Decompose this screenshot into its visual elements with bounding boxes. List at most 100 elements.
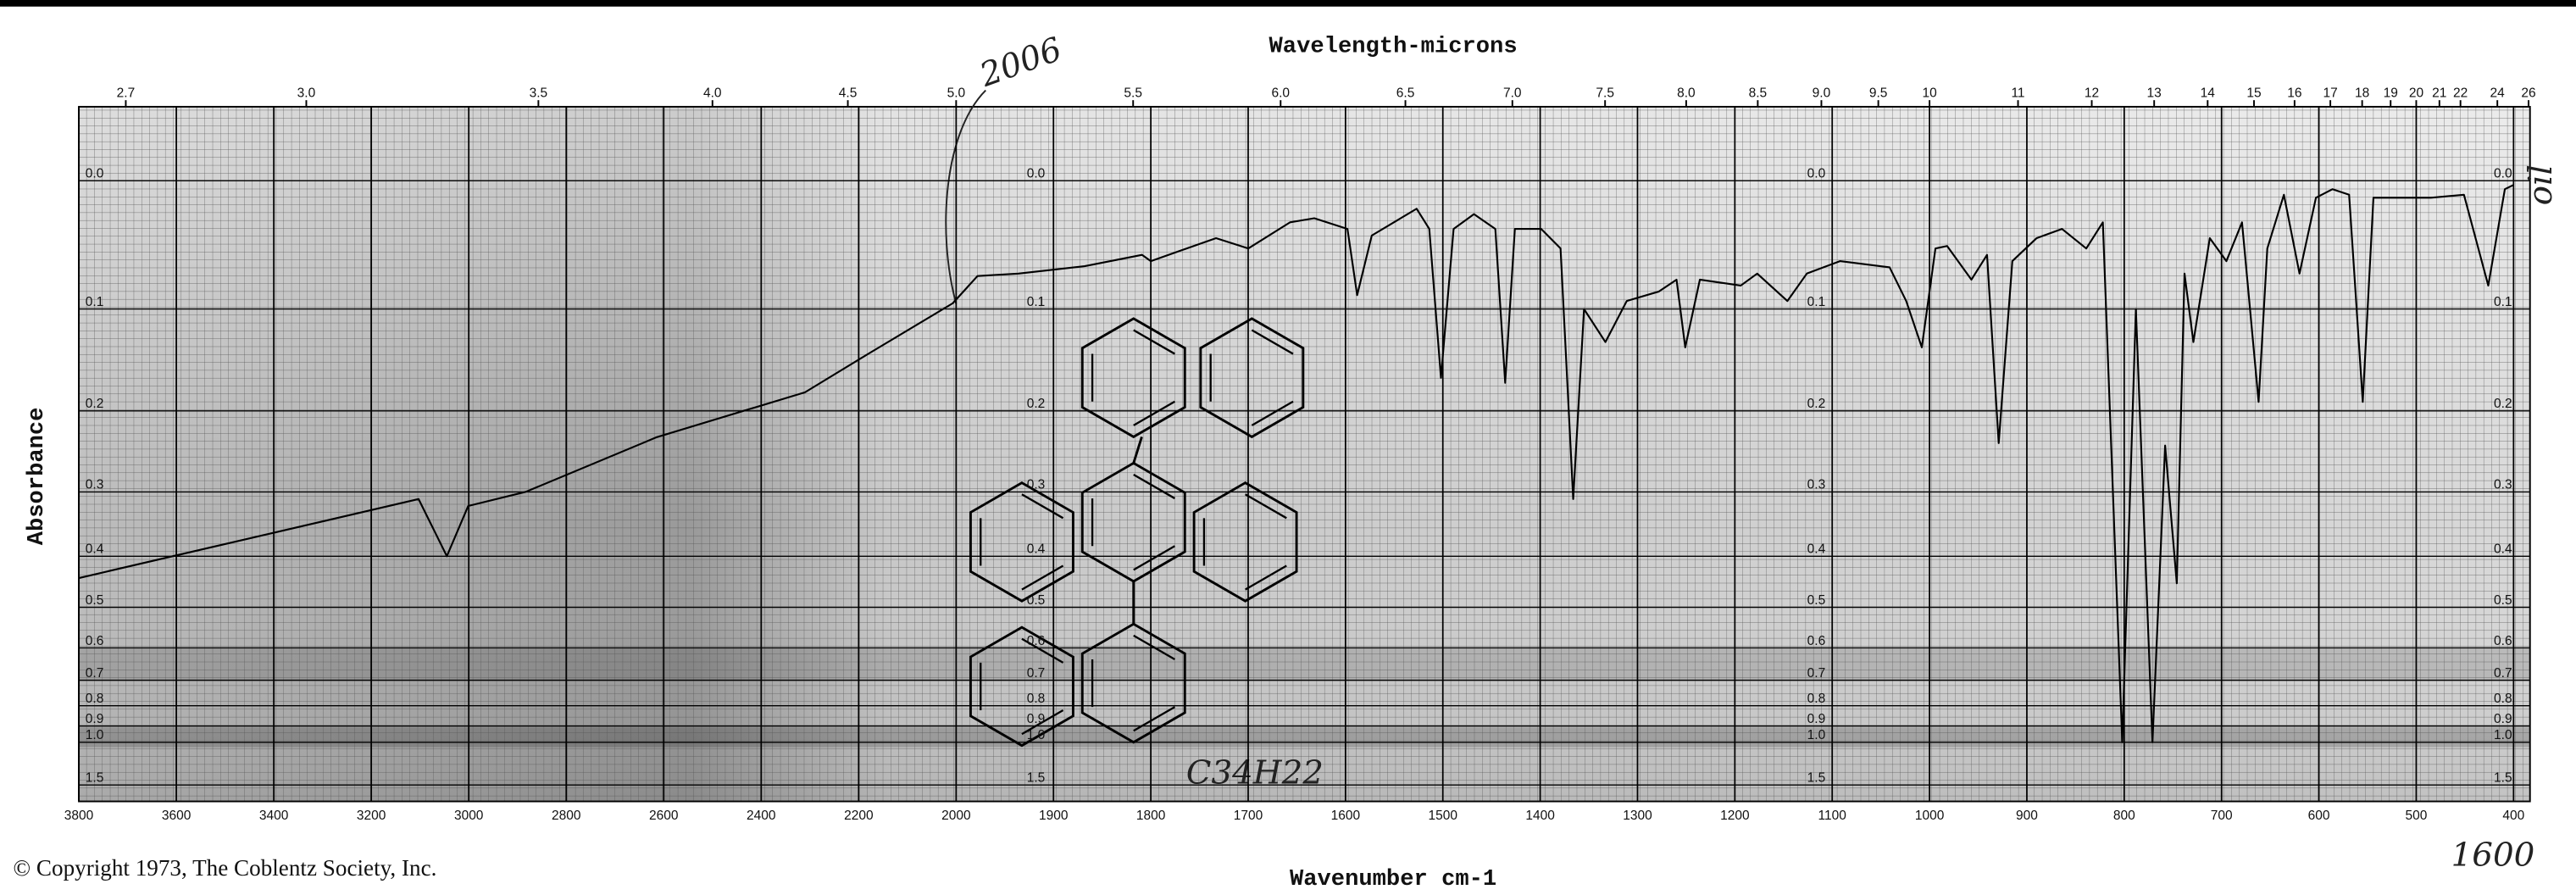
x2-tick-label: 5.0 [947, 86, 966, 101]
y-tick-label: 1.5 [1807, 770, 1826, 785]
x-tick-label: 900 [2016, 809, 2038, 823]
ring [969, 481, 1074, 603]
x2-tick-label: 4.0 [703, 86, 722, 101]
handwritten-note: 1600 [2451, 836, 2535, 874]
ring-bond [980, 493, 1064, 591]
x2-tick-label: 7.5 [1596, 86, 1614, 101]
y-tick-label: 0.3 [1807, 478, 1826, 492]
x-tick-label: 3800 [64, 809, 94, 823]
y-tick-label: 0.6 [1027, 634, 1046, 648]
x-tick-label: 2400 [747, 809, 776, 823]
x-tick-label: 1400 [1525, 809, 1555, 823]
x-tick-label: 2800 [552, 809, 581, 823]
handwritten-stroke [945, 89, 986, 304]
y-tick-label: 0.1 [1027, 295, 1046, 309]
y-tick-label: 1.0 [86, 728, 104, 742]
x-tick-label: 500 [2406, 809, 2428, 823]
x-tick-label: 1100 [1818, 809, 1847, 823]
x-tick-label: 2000 [941, 809, 971, 823]
x-tick-label: 1200 [1720, 809, 1750, 823]
ring [1199, 317, 1305, 439]
x-tick-label: 1900 [1039, 809, 1069, 823]
x2-tick-label: 6.0 [1271, 86, 1290, 101]
x-tick-label: 2200 [844, 809, 874, 823]
x2-tick-label: 2.7 [117, 86, 136, 101]
x-tick-label: 700 [2211, 809, 2233, 823]
x-tick-label: 1500 [1428, 809, 1457, 823]
x2-tick-label: 11 [2011, 86, 2024, 101]
x-tick-label: 1000 [1915, 809, 1945, 823]
y-tick-label: 1.5 [1027, 770, 1046, 785]
x-tick-label: 1300 [1623, 809, 1652, 823]
y-tick-label: 0.1 [2494, 295, 2512, 309]
y-tick-label: 0.0 [86, 166, 104, 181]
x2-tick-label: 14 [2201, 86, 2216, 101]
x2-tick-label: 13 [2147, 86, 2162, 101]
y-tick-label: 0.9 [2494, 712, 2512, 726]
y-tick-label: 0.8 [86, 692, 104, 706]
y-tick-label: 0.4 [86, 542, 104, 557]
y-tick-label: 0.8 [1807, 692, 1826, 706]
x2-tick-label: 24 [2490, 86, 2506, 101]
y-tick-label: 0.9 [1027, 712, 1046, 726]
ring-bond [1209, 329, 1294, 426]
y-tick-label: 0.2 [2494, 397, 2512, 411]
x2-tick-label: 6.5 [1396, 86, 1415, 101]
x2-tick-label: 10 [1922, 86, 1937, 101]
y-tick-label: 0.4 [2494, 542, 2512, 557]
x-tick-label: 3200 [357, 809, 386, 823]
bond [1132, 436, 1143, 625]
molecule-drawing [969, 317, 1305, 748]
y-tick-label: 1.0 [1027, 728, 1046, 742]
x-tick-label: 1700 [1234, 809, 1263, 823]
x2-tick-label: 5.5 [1124, 86, 1142, 101]
paper-grid [79, 106, 2530, 802]
x2-tick-label: 7.0 [1503, 86, 1522, 101]
x2-tick-label: 15 [2246, 86, 2261, 101]
y-tick-label: 0.0 [1027, 166, 1046, 181]
x2-tick-label: 21 [2432, 86, 2446, 101]
y-tick-label: 0.7 [1807, 666, 1826, 681]
x2-tick-label: 17 [2323, 86, 2337, 101]
x-tick-label: 3000 [454, 809, 484, 823]
x-axis-title: Wavenumber cm-1 [1290, 866, 1496, 892]
y-tick-label: 0.8 [1027, 692, 1046, 706]
ring [1192, 481, 1298, 603]
y-tick-label: 0.3 [1027, 478, 1046, 492]
y-tick-label: 0.7 [1027, 666, 1046, 681]
ring-bond [1202, 493, 1287, 591]
x2-tick-label: 16 [2287, 86, 2301, 101]
y-tick-label: 0.6 [86, 634, 104, 648]
x2-tick-label: 4.5 [839, 86, 858, 101]
scan-border [0, 0, 2576, 7]
copyright: © Copyright 1973, The Coblentz Society, … [14, 855, 437, 881]
x2-tick-label: 19 [2384, 86, 2398, 101]
y-tick-label: 0.5 [1807, 593, 1826, 608]
y-tick-label: 0.8 [2494, 692, 2512, 706]
y-tick-label: 1.0 [1807, 728, 1826, 742]
y-tick-label: 0.9 [1807, 712, 1826, 726]
x-tick-label: 3400 [259, 809, 289, 823]
y-tick-label: 0.0 [1807, 166, 1826, 181]
handwritten-note: oil [2522, 164, 2560, 205]
y-tick-label: 1.5 [2494, 770, 2512, 785]
spectrum-line [78, 184, 2514, 743]
y-tick-label: 0.7 [86, 666, 104, 681]
x2-tick-label: 9.5 [1869, 86, 1888, 101]
x-tick-label: 800 [2113, 809, 2135, 823]
x-tick-label: 3600 [162, 809, 192, 823]
y-tick-label: 0.9 [86, 712, 104, 726]
y-tick-label: 0.3 [86, 478, 104, 492]
handwritten-note: 2006 [974, 31, 1067, 95]
ring [1080, 317, 1186, 439]
y-tick-label: 1.0 [2494, 728, 2512, 742]
y-tick-label: 0.5 [86, 593, 104, 608]
x2-tick-label: 3.0 [297, 86, 316, 101]
x-tick-label: 2600 [649, 809, 679, 823]
x2-tick-label: 3.5 [530, 86, 548, 101]
y-tick-label: 0.1 [86, 295, 104, 309]
x2-tick-label: 8.0 [1677, 86, 1696, 101]
y-axis-title: Absorbance [24, 408, 50, 546]
